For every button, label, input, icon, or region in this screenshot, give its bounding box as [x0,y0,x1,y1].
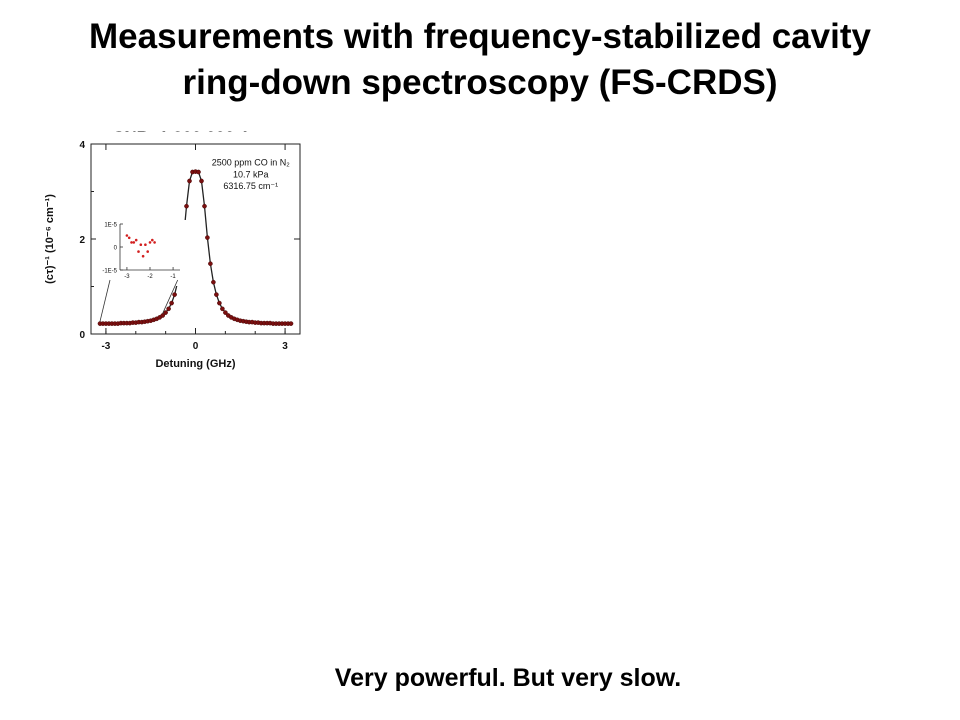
data-point [208,261,213,266]
y-tick-label: 2 [79,235,85,246]
data-point [205,235,210,240]
chart-svg: 1E-5 0 -1E-5 -3 -2 -1 -3 0 3 0 2 4 Detuning (GHz) (c… [8,132,318,372]
inset-background [96,220,186,286]
y-tick-label: 4 [79,140,85,151]
x-tick-label: -3 [101,341,110,352]
annotation-line: 6316.75 cm⁻¹ [223,181,278,191]
data-point [199,178,204,184]
y-axis-label: (cτ)⁻¹ (10⁻⁶ cm⁻¹) [44,194,56,284]
axes-layer [90,143,301,335]
x-axis-label: Detuning (GHz) [155,358,235,370]
inset-y-tick-label: -1E-5 [102,269,117,275]
inset-connector [162,279,179,314]
inset-point [130,241,133,244]
inset-connector [99,279,111,322]
data-point [288,321,294,326]
data-point [220,306,225,312]
slide-title-line-2: ring-down spectroscopy (FS-CRDS) [182,63,778,102]
inset-point [151,238,154,242]
annotation-line: 10.7 kPa [233,169,269,179]
data-point [169,300,174,306]
data-point [172,292,177,297]
data-point [214,292,219,297]
inset-point [146,250,149,253]
inset-point [153,241,156,244]
inset-x-tick-label: -2 [147,274,153,280]
data-point [166,306,171,312]
inset-x-tick-label: -1 [170,274,176,280]
data-point [211,279,216,285]
slide-title: Measurements with frequency-stabilized c… [40,14,920,106]
lineshape-chart: 1E-5 0 -1E-5 -3 -2 -1 -3 0 3 0 2 4 Detuning (GHz) (c… [8,132,318,372]
inset-y-tick-label: 1E-5 [104,223,117,229]
data-point [217,300,222,306]
inset-point [137,250,140,253]
data-point [163,310,168,315]
inset-point [125,234,129,237]
data-point [187,178,192,184]
footer-text: Very powerful. But very slow. [334,664,682,692]
data-point [202,203,207,209]
slide-title-line-1: Measurements with frequency-stabilized c… [89,17,871,56]
x-tick-label: 0 [193,341,199,352]
inset-point [134,238,138,242]
y-tick-label: 0 [79,330,85,341]
data-point [196,169,201,175]
inset-plot: 1E-5 0 -1E-5 -3 -2 -1 [96,220,186,322]
annotation-line: 2500 ppm CO in N₂ [212,157,291,167]
data-point [223,310,228,315]
inset-y-tick-label: 0 [114,246,118,252]
inset-x-tick-label: -3 [124,274,130,280]
inset-point [148,241,152,244]
inset-point [139,243,143,246]
data-points-layer [97,169,294,326]
inset-point [144,243,147,246]
chart-text-layer: -3 0 3 0 2 4 Detuning (GHz) (cτ)⁻¹ (10⁻⁶ cm⁻¹) 2… [44,140,290,370]
inset-point [127,236,131,240]
data-point [184,203,189,209]
inset-point [141,254,145,258]
inset-point [132,241,136,244]
x-tick-label: 3 [282,341,288,352]
